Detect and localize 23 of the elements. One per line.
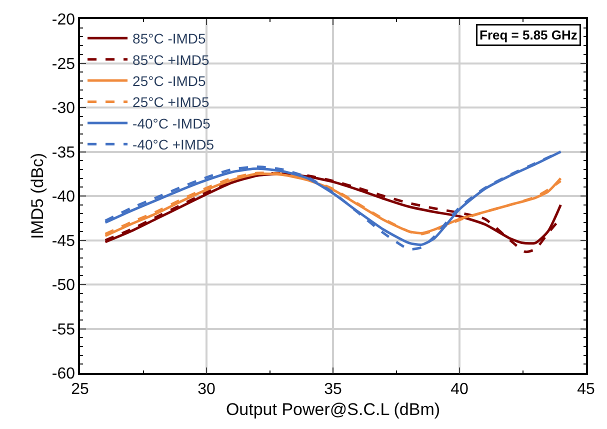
- y-axis-title: IMD5 (dBc): [28, 153, 47, 239]
- y-tick-label: -50: [52, 277, 76, 294]
- x-tick-label: 25: [71, 380, 89, 398]
- x-axis-title: Output Power@S.C.L (dBm): [226, 400, 440, 419]
- annotation: Freq = 5.85 GHz: [480, 28, 578, 42]
- legend-label: 25°C -IMD5: [132, 73, 206, 89]
- legend-label: 85°C -IMD5: [132, 30, 206, 47]
- y-tick-label: -45: [52, 232, 76, 250]
- y-tick-label: -30: [52, 100, 76, 118]
- y-tick-label: -40: [52, 188, 76, 206]
- legend-label: 85°C +IMD5: [132, 52, 210, 68]
- x-tick-label: 30: [198, 380, 216, 398]
- y-tick-label: -35: [52, 144, 76, 162]
- x-tick-label: 40: [450, 380, 468, 398]
- x-tick-label: 35: [324, 380, 342, 398]
- y-tick-label: -55: [52, 321, 76, 338]
- legend-label: -40°C +IMD5: [132, 136, 214, 153]
- x-tick-label: 45: [577, 380, 595, 398]
- y-tick-label: -25: [52, 56, 76, 73]
- legend-label: -40°C -IMD5: [132, 115, 211, 132]
- y-tick-label: -60: [52, 366, 76, 383]
- legend-label: 25°C +IMD5: [132, 94, 210, 110]
- y-tick-label: -20: [52, 12, 76, 29]
